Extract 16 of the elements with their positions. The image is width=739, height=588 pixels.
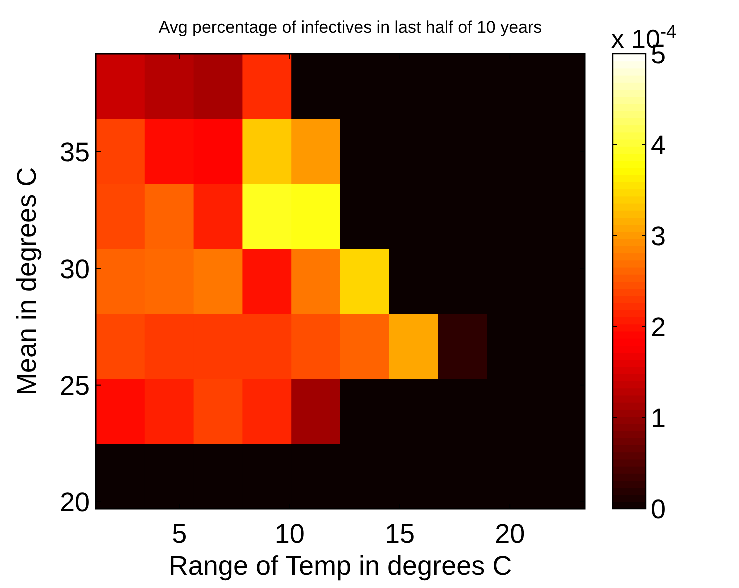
y-tick-label: 35: [60, 138, 90, 168]
color-bar-label: 2: [651, 312, 666, 343]
color-bar-label: 0: [651, 494, 666, 525]
x-tick-label: 5: [172, 519, 188, 549]
x-tick-label: 10: [274, 519, 305, 549]
color-bar-label: 4: [651, 130, 666, 161]
x-tick-label: 20: [495, 519, 526, 549]
y-tick-label: 20: [60, 488, 90, 518]
y-tick-label: 30: [60, 254, 90, 284]
y-axis-title: Mean in degrees C: [12, 167, 42, 396]
x-axis-title: Range of Temp in degrees C: [168, 551, 512, 581]
x-tick-label: 15: [384, 519, 415, 549]
color-bar-label: 1: [651, 404, 666, 434]
color-bar-label: 3: [651, 222, 666, 252]
chart-title: Avg percentage of infectives in last half of 10 years: [158, 18, 542, 37]
y-tick-label: 25: [60, 371, 90, 402]
